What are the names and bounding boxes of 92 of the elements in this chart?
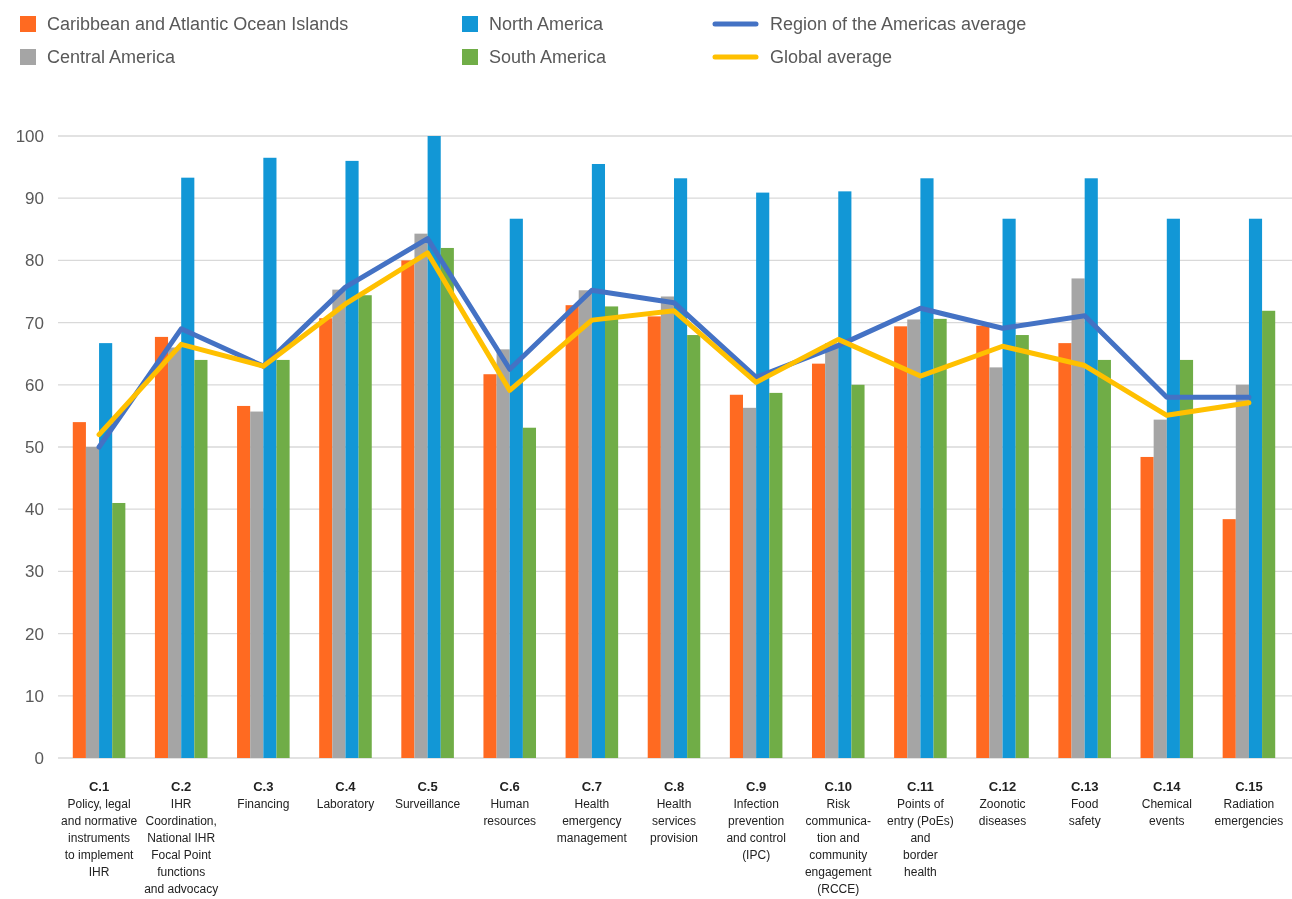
bar: [401, 260, 415, 758]
bar: [332, 289, 346, 758]
x-tick-label: C.7 Health emergency management: [556, 779, 628, 845]
bar: [769, 392, 783, 758]
bar: [1262, 310, 1276, 758]
bar: [1097, 359, 1111, 758]
bar: [250, 411, 264, 758]
bar: [591, 163, 606, 758]
x-tick-label: C.1 Policy, legal and normative instruments to implement IHR: [61, 779, 138, 879]
bar: [976, 325, 990, 758]
y-tick-label: 30: [25, 562, 44, 582]
bar: [1248, 218, 1263, 758]
x-tick-label: C.6 Human resources: [483, 779, 537, 828]
bar: [358, 295, 372, 758]
legend-label: Region of the Americas average: [770, 14, 1027, 34]
x-tick-label: C.8 Health services provision: [649, 779, 699, 845]
bar: [811, 363, 826, 758]
x-tick-label: C.4 Laboratory: [316, 779, 375, 811]
bar: [605, 306, 619, 758]
bar: [496, 349, 510, 758]
x-tick-label: C.9 Infection prevention and control (IPC): [726, 779, 786, 862]
bar: [729, 394, 743, 758]
bar: [1235, 384, 1249, 758]
bar: [1002, 218, 1016, 758]
bar: [838, 191, 852, 758]
bar: [440, 247, 454, 758]
bar: [181, 177, 195, 758]
bar: [483, 374, 497, 758]
bar: [194, 359, 208, 758]
bar: [742, 407, 757, 758]
legend-label: North America: [489, 14, 605, 34]
x-tick-label: C.5 Surveillance: [394, 779, 461, 811]
bar: [825, 343, 839, 758]
bar: [1222, 519, 1236, 758]
x-tick-label: C.15 Radiation emergencies: [1214, 779, 1284, 828]
y-tick-label: 10: [25, 686, 44, 706]
bar: [1166, 218, 1180, 758]
legend-label: Central America: [47, 47, 177, 67]
x-tick-label: C.13 Food safety: [1068, 779, 1101, 828]
y-tick-label: 0: [34, 748, 44, 768]
legend-label: Global average: [770, 47, 893, 67]
x-tick-label: C.14 Chemical events: [1141, 779, 1192, 828]
bar: [565, 305, 579, 758]
bar: [687, 335, 701, 758]
bar: [414, 233, 428, 758]
bar: [319, 318, 333, 758]
bar: [907, 319, 921, 758]
legend-label: Caribbean and Atlantic Ocean Islands: [47, 14, 349, 34]
legend-label: South America: [489, 47, 608, 67]
y-tick-label: 20: [25, 624, 44, 644]
bar: [756, 192, 770, 758]
x-tick-label: C.3 Financing: [237, 779, 290, 811]
y-tick-label: 80: [25, 251, 44, 271]
y-tick-label: 40: [25, 500, 44, 520]
bar: [85, 447, 100, 758]
bar: [674, 178, 688, 758]
y-tick-label: 50: [25, 437, 44, 457]
bar: [1179, 359, 1194, 758]
bar: [647, 316, 661, 758]
bar: [509, 218, 523, 758]
bar: [1140, 456, 1154, 758]
y-tick-label: 70: [25, 313, 44, 333]
bar: [660, 296, 674, 758]
y-tick-label: 100: [15, 126, 44, 146]
bar: [851, 384, 865, 758]
bar: [345, 160, 359, 758]
bar: [933, 318, 947, 758]
bar: [989, 367, 1003, 758]
y-tick-label: 90: [25, 189, 44, 209]
bar: [168, 347, 182, 758]
bar: [427, 136, 441, 758]
bar: [522, 427, 537, 758]
bar: [894, 326, 908, 758]
y-tick-label: 60: [25, 375, 44, 395]
bar: [1058, 343, 1072, 758]
bar: [263, 157, 277, 758]
bar: [1084, 178, 1098, 758]
bar: [154, 336, 169, 758]
bar: [1071, 278, 1085, 758]
bar: [276, 359, 290, 758]
bar: [72, 422, 86, 758]
bar: [112, 502, 126, 758]
x-tick-label: C.12 Zoonotic diseases: [978, 779, 1027, 828]
bar: [99, 343, 113, 758]
bar: [578, 290, 592, 758]
x-tick-label: C.11 Points of entry (PoEs) and border health: [887, 779, 954, 879]
x-tick-label: C.2 IHR Coordination, National IHR Focal Point functions and advocacy: [144, 779, 219, 896]
bar: [237, 405, 251, 758]
bar: [1153, 419, 1167, 758]
x-tick-label: C.10 Risk communica- tion and community engagement (RCCE): [804, 779, 873, 896]
bar: [1015, 335, 1029, 758]
bar: [920, 178, 934, 758]
